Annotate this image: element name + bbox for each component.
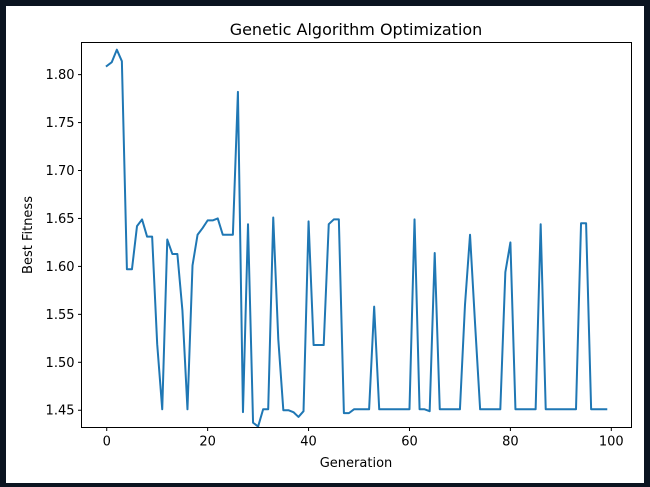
y-tick-label: 1.50 xyxy=(46,356,75,371)
y-tick-label: 1.55 xyxy=(46,308,75,323)
y-tick-label: 1.60 xyxy=(46,260,75,275)
x-axis-label: Generation xyxy=(320,456,393,471)
y-axis-ticks: 1.45 1.50 1.55 1.60 1.65 1.70 1.75 1.80 xyxy=(46,68,82,419)
y-tick-label: 1.80 xyxy=(46,68,75,83)
y-tick-label: 1.65 xyxy=(46,212,75,227)
x-axis-ticks: 0 20 40 60 80 100 xyxy=(103,427,624,450)
x-tick-label: 100 xyxy=(599,435,624,450)
x-tick-label: 40 xyxy=(300,435,317,450)
y-axis-label: Best Fitness xyxy=(21,196,36,274)
y-tick-label: 1.75 xyxy=(46,116,75,131)
x-tick-label: 20 xyxy=(199,435,216,450)
y-tick-label: 1.70 xyxy=(46,164,75,179)
x-tick-label: 80 xyxy=(502,435,519,450)
x-tick-label: 0 xyxy=(103,435,111,450)
y-tick-label: 1.45 xyxy=(46,404,75,419)
series-layer xyxy=(105,48,608,428)
line-chart: Genetic Algorithm Optimization 1.451.501… xyxy=(21,20,632,471)
chart-title: Genetic Algorithm Optimization xyxy=(230,20,483,39)
x-tick-label: 60 xyxy=(401,435,418,450)
series-line xyxy=(105,48,608,428)
figure: Genetic Algorithm Optimization 1.45 1.50 1… xyxy=(6,6,644,483)
plot-frame xyxy=(81,42,632,428)
